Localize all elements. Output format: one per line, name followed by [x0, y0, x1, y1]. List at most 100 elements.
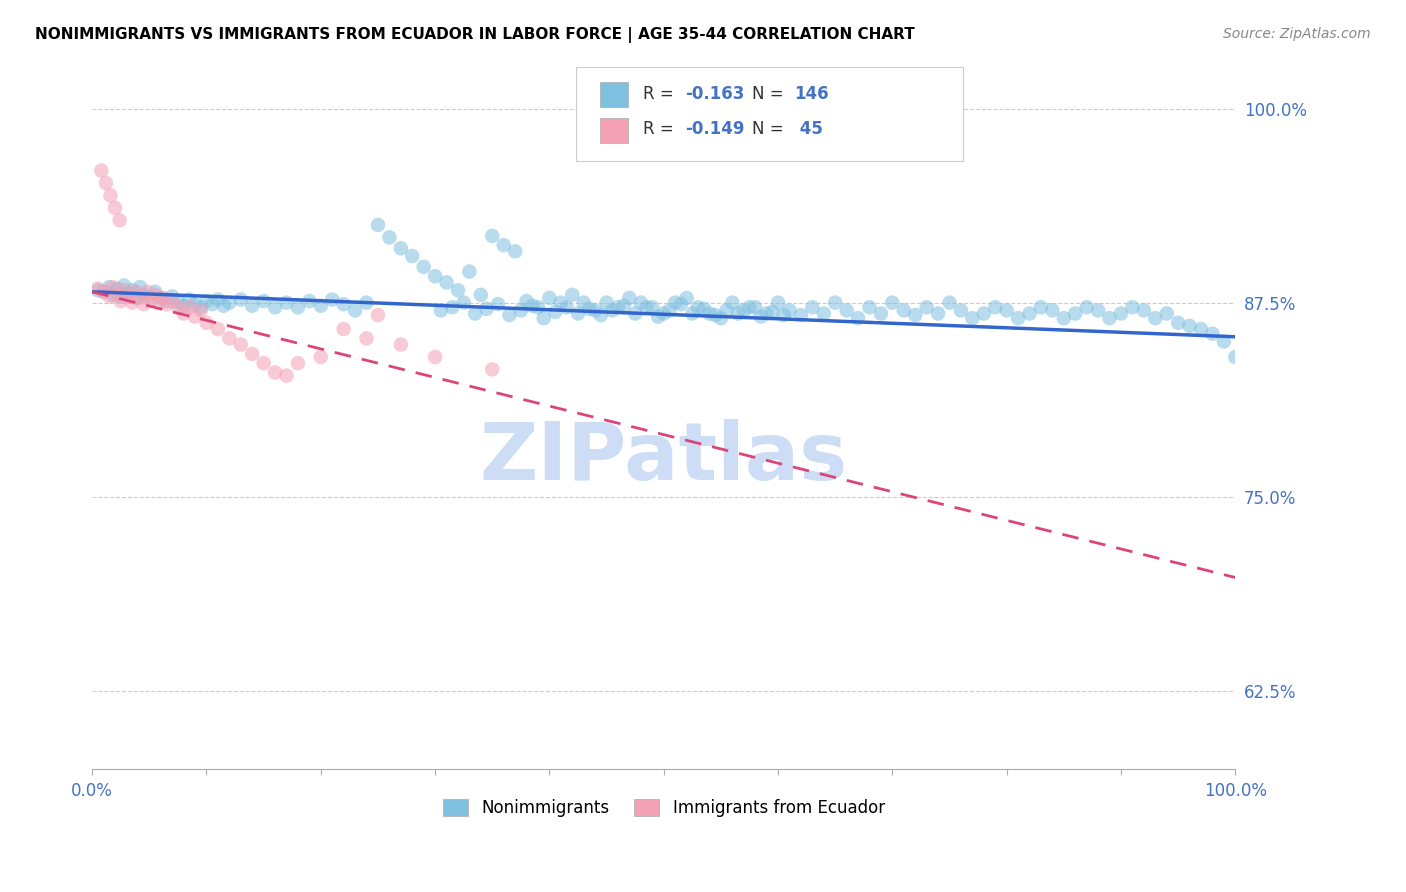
Point [155, 294, 177, 309]
Point [430, 303, 453, 318]
Point [647, 310, 669, 324]
Point [110, 294, 132, 309]
Point [744, 300, 766, 314]
Point [492, 238, 515, 252]
Point [453, 295, 475, 310]
Point [160, 289, 183, 303]
Point [938, 295, 960, 310]
Point [1201, 326, 1223, 341]
Point [423, 269, 446, 284]
Point [367, 308, 389, 322]
Point [104, 201, 127, 215]
Point [129, 291, 152, 305]
Point [561, 288, 583, 302]
Point [498, 308, 520, 322]
Point [509, 303, 531, 318]
Point [915, 300, 938, 314]
Point [533, 311, 555, 326]
Point [904, 308, 927, 322]
Point [927, 306, 949, 320]
Point [555, 300, 578, 314]
Point [1042, 303, 1064, 318]
Point [264, 366, 287, 380]
Point [218, 331, 240, 345]
Point [87, 282, 110, 296]
Point [727, 306, 749, 320]
Point [516, 294, 538, 309]
Point [378, 230, 401, 244]
Point [949, 303, 972, 318]
Point [572, 295, 595, 310]
Point [167, 300, 190, 314]
Point [167, 295, 190, 310]
Text: Source: ZipAtlas.com: Source: ZipAtlas.com [1223, 27, 1371, 41]
Point [641, 300, 664, 314]
Point [470, 288, 492, 302]
Point [207, 322, 229, 336]
Point [173, 299, 195, 313]
Point [98, 289, 121, 303]
Point [962, 311, 984, 326]
Point [218, 295, 240, 310]
Point [755, 306, 778, 320]
Point [1029, 300, 1052, 314]
Point [401, 249, 423, 263]
Point [94, 176, 117, 190]
Point [276, 368, 298, 383]
Point [475, 301, 498, 316]
Point [240, 347, 263, 361]
Point [772, 308, 794, 322]
Point [1064, 306, 1087, 320]
Point [613, 299, 636, 313]
Point [173, 306, 195, 320]
Point [253, 356, 276, 370]
Point [779, 303, 801, 318]
Point [190, 303, 212, 318]
Point [344, 303, 367, 318]
Point [179, 293, 201, 307]
Point [100, 188, 122, 202]
Point [503, 244, 526, 259]
Point [105, 282, 128, 296]
Point [112, 278, 135, 293]
Point [101, 280, 124, 294]
Point [801, 300, 824, 314]
Point [538, 291, 561, 305]
Legend: Nonimmigrants, Immigrants from Ecuador: Nonimmigrants, Immigrants from Ecuador [436, 792, 891, 824]
Point [1167, 316, 1189, 330]
Point [704, 308, 727, 322]
Point [1225, 350, 1247, 364]
Point [112, 283, 135, 297]
Point [1212, 334, 1234, 349]
Point [160, 294, 183, 309]
Point [90, 163, 112, 178]
Point [893, 303, 915, 318]
Point [578, 301, 600, 316]
Point [129, 280, 152, 294]
Point [149, 291, 172, 305]
Point [624, 306, 647, 320]
Point [790, 308, 813, 322]
Point [141, 293, 163, 307]
Point [544, 305, 567, 319]
Point [870, 306, 893, 320]
Point [321, 293, 343, 307]
Point [132, 288, 155, 302]
Point [716, 303, 738, 318]
Point [995, 303, 1018, 318]
Point [1087, 303, 1109, 318]
Text: -0.163: -0.163 [685, 85, 744, 103]
Point [600, 303, 623, 318]
Point [155, 297, 177, 311]
Point [486, 297, 509, 311]
Point [121, 283, 143, 297]
Point [309, 350, 332, 364]
Point [882, 295, 904, 310]
Point [675, 291, 697, 305]
Point [152, 291, 174, 305]
Text: 45: 45 [794, 120, 824, 138]
Point [195, 294, 218, 309]
Point [179, 300, 201, 314]
Point [749, 310, 772, 324]
Point [87, 283, 110, 297]
